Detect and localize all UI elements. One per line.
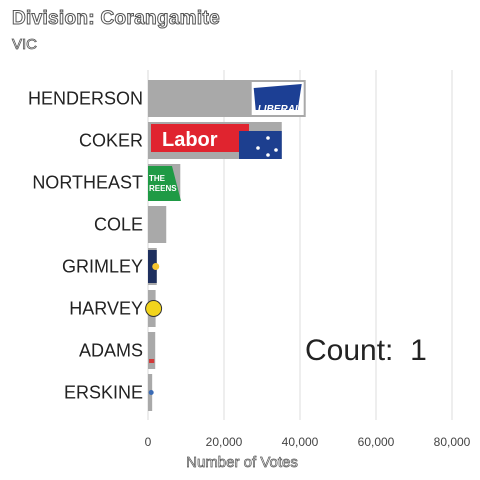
greens-logo-text: REENS <box>149 184 177 193</box>
labor-logo-text: Labor <box>162 129 218 151</box>
party-mark-icon <box>148 390 154 395</box>
labor-party-logo: Labor <box>151 124 282 159</box>
star-icon <box>274 148 278 152</box>
liberal-party-logo: LIBERAL <box>251 82 304 115</box>
x-tick-label: 60,000 <box>358 435 395 449</box>
x-tick-label: 80,000 <box>434 435 471 449</box>
category-label: GRIMLEY <box>62 257 143 277</box>
category-label: COKER <box>79 131 143 151</box>
star-icon <box>266 136 270 140</box>
x-tick-label: 40,000 <box>282 435 319 449</box>
category-label: ERSKINE <box>64 383 143 403</box>
chart-subtitle: VIC <box>12 36 38 54</box>
greens-logo-text: THE <box>149 174 166 183</box>
category-label: HENDERSON <box>28 89 143 109</box>
liberal-logo-text: LIBERAL <box>258 104 301 115</box>
category-label: HARVEY <box>69 299 143 319</box>
chart-title: Division: Corangamite <box>12 8 221 30</box>
star-icon <box>266 153 270 157</box>
party-mark-icon <box>145 300 163 317</box>
bar <box>148 206 167 243</box>
star-icon <box>256 146 260 150</box>
x-tick-label: 0 <box>145 435 152 449</box>
count-value: 1 <box>410 334 427 367</box>
count-label: Count: <box>305 334 394 367</box>
category-label: NORTHEAST <box>32 173 143 193</box>
party-mark-icon <box>149 359 155 363</box>
category-label: ADAMS <box>79 341 143 361</box>
count-readout: Count: 1 <box>305 334 427 368</box>
x-axis-label: Number of Votes <box>186 454 298 472</box>
category-label: COLE <box>94 215 143 235</box>
party-mark-icon <box>152 263 160 270</box>
x-tick-label: 20,000 <box>206 435 243 449</box>
bar <box>148 332 156 369</box>
